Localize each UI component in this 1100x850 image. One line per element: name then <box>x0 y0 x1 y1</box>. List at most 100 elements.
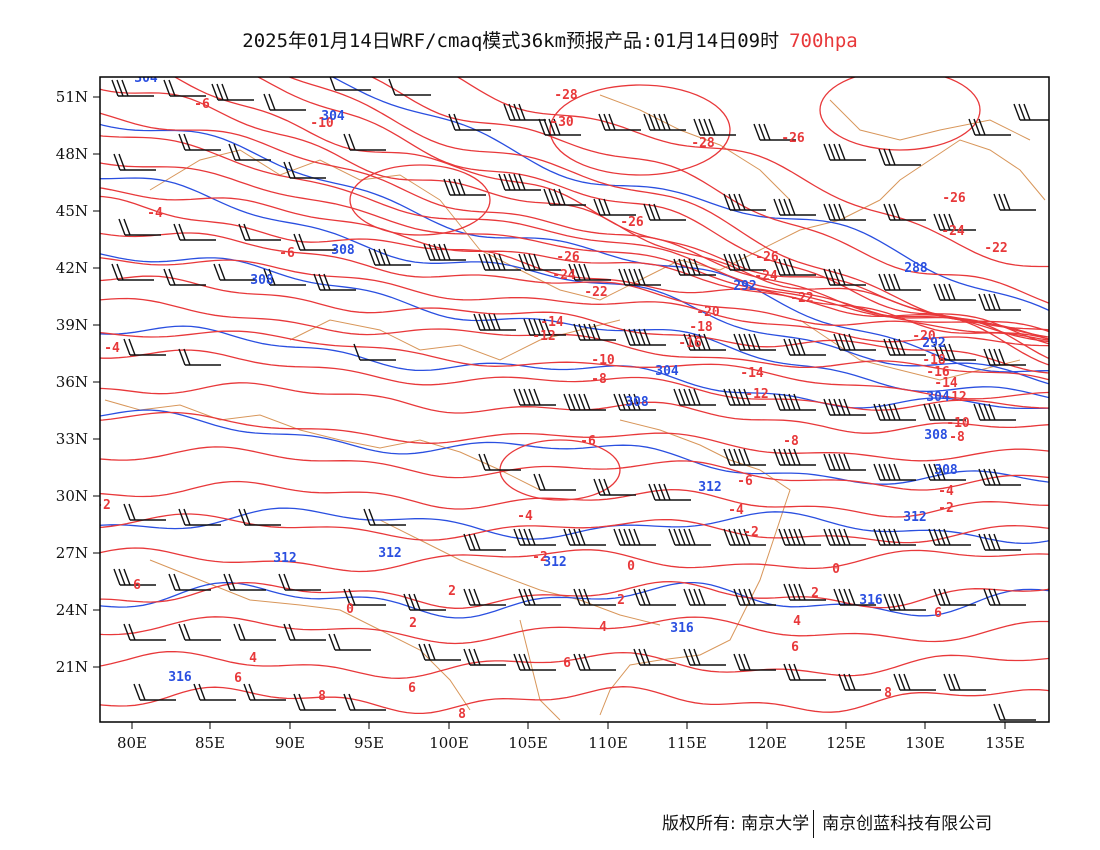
wind-barb <box>783 583 826 601</box>
temperature-contour <box>100 88 1049 360</box>
wind-barb <box>293 233 336 251</box>
temperature-label: 0 <box>627 559 635 574</box>
border-line <box>519 619 561 721</box>
wind-barb <box>111 79 154 97</box>
wind-barb <box>643 203 686 221</box>
pressure-level: 700hpa <box>789 30 858 52</box>
wind-barb <box>823 203 866 221</box>
temperature-label: -16 <box>926 365 950 380</box>
wind-barb <box>668 528 711 546</box>
wind-barb <box>123 503 166 521</box>
border-line <box>149 559 471 711</box>
wind-barb <box>343 588 386 606</box>
wind-barb <box>973 403 1016 421</box>
temperature-contour <box>100 275 1049 374</box>
lon-tick-label: 80E <box>117 734 147 752</box>
temperature-label: 6 <box>234 671 242 686</box>
temperature-labels: -6-10-28-30-28 -26-4-6-26-26-24-22-26 -26-… <box>100 88 1008 722</box>
temperature-label: -22 <box>790 291 813 306</box>
wind-barb <box>443 178 486 196</box>
lat-tick-label: 42N <box>56 259 88 277</box>
height-label: 316 <box>168 670 192 685</box>
temperature-contour <box>100 297 1049 381</box>
lat-tick-label: 24N <box>56 601 88 619</box>
height-contour <box>100 177 1049 385</box>
wind-barb <box>211 83 254 101</box>
lat-tick-label: 21N <box>56 658 88 676</box>
lon-tick-label: 85E <box>195 734 225 752</box>
wind-barb <box>518 588 561 606</box>
wind-barb <box>513 388 556 406</box>
wind-barb <box>823 453 866 471</box>
wind-barb <box>568 263 611 281</box>
height-label: 312 <box>698 480 721 495</box>
border-line <box>104 399 541 491</box>
temperature-label: -26 <box>755 250 779 265</box>
wind-barb <box>513 528 556 546</box>
height-label: 316 <box>670 621 694 636</box>
wind-barb <box>228 143 271 161</box>
wind-barb <box>733 653 776 671</box>
height-label: 312 <box>543 555 566 570</box>
temperature-label: -26 <box>620 215 644 230</box>
height-label: 292 <box>733 279 756 294</box>
wind-barb <box>463 588 506 606</box>
longitude-axis: 80E 85E 90E 95E 100E 105E 110E 115E 120E 125E 130E… <box>117 722 1025 752</box>
wind-barb <box>503 103 546 121</box>
wind-barb <box>111 263 154 281</box>
wind-barb <box>978 293 1021 311</box>
temperature-contour <box>100 330 1049 400</box>
wind-barb <box>313 273 356 291</box>
wind-barb <box>368 248 411 266</box>
wind-barb <box>573 323 616 341</box>
wind-barb <box>723 528 766 546</box>
wind-barb <box>978 468 1021 486</box>
height-contour <box>331 77 1049 312</box>
wind-barb <box>633 588 676 606</box>
height-label: 308 <box>250 273 274 288</box>
wind-barb <box>823 528 866 546</box>
temperature-contour <box>256 77 1049 345</box>
lat-tick-label: 45N <box>56 202 88 220</box>
height-label: 304 <box>321 109 345 124</box>
wind-barb <box>263 268 306 286</box>
temperature-label: -2 <box>532 550 548 565</box>
wind-barb <box>353 343 396 361</box>
temperature-contour <box>100 195 1049 341</box>
wind-barb <box>1013 103 1049 121</box>
wind-barb <box>983 588 1026 606</box>
wind-barb <box>623 328 666 346</box>
border-line <box>149 149 441 201</box>
wind-barb <box>943 673 986 691</box>
temperature-label: -4 <box>728 503 744 518</box>
wind-barb <box>448 113 491 131</box>
wind-barb <box>933 283 976 301</box>
wind-barb <box>263 93 306 111</box>
wind-barb <box>388 78 431 96</box>
temperature-label: -6 <box>580 434 596 449</box>
wind-barb <box>928 528 971 546</box>
wind-barb <box>163 79 206 97</box>
wind-barb <box>933 588 976 606</box>
wind-barb <box>178 133 221 151</box>
map-frame <box>99 76 1050 723</box>
wind-barb <box>773 448 816 466</box>
wind-barb <box>673 388 716 406</box>
border-line <box>829 99 1031 141</box>
temperature-label: -24 <box>552 268 576 283</box>
wind-barb <box>283 623 326 641</box>
temperature-label: 2 <box>448 584 456 599</box>
wind-barb <box>498 173 541 191</box>
temperature-label: 0 <box>346 602 354 617</box>
wind-barb <box>163 268 206 286</box>
height-label: 312 <box>273 551 296 566</box>
temperature-label: 2 <box>409 616 417 631</box>
temperature-contour <box>100 446 1049 491</box>
border-line <box>599 94 791 201</box>
temperature-label: -2 <box>743 525 759 540</box>
wind-barbs <box>111 77 1049 721</box>
temperature-label: -22 <box>984 241 1007 256</box>
wind-barb <box>823 398 866 416</box>
border-line <box>879 139 1046 201</box>
wind-barb <box>238 508 281 526</box>
